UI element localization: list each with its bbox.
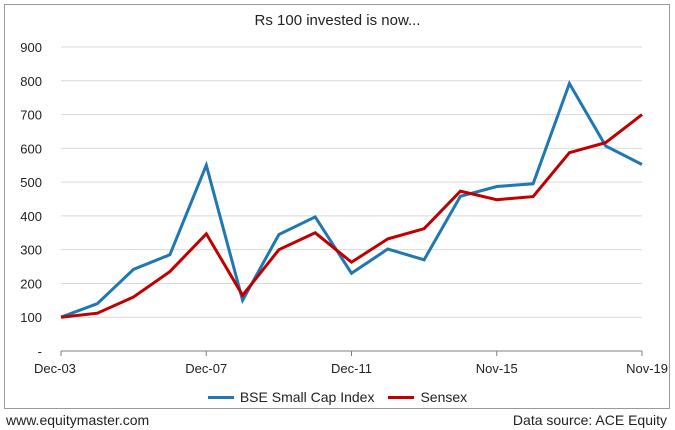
data-source-label: Data source: ACE Equity: [512, 412, 667, 428]
chart-frame: [4, 4, 670, 409]
y-tick-label: 600: [20, 141, 42, 156]
y-tick-label: 300: [20, 243, 42, 258]
legend-label-bse-small-cap: BSE Small Cap Index: [239, 389, 375, 405]
y-tick-label: 800: [20, 74, 42, 89]
x-tick-label: Nov-19: [626, 361, 668, 376]
legend-item-sensex: Sensex: [388, 389, 467, 405]
y-tick-label: 100: [20, 310, 42, 325]
y-tick-label: 900: [20, 40, 42, 55]
line-chart: - 100 200 300 400 500 600 700 800 900 Dec-03 Dec-07…: [20, 40, 668, 376]
legend-swatch-bse-small-cap: [207, 395, 234, 399]
x-tick-label: Dec-03: [34, 361, 76, 376]
website-label: www.equitymaster.com: [6, 412, 150, 428]
x-tick-label: Dec-11: [331, 361, 372, 376]
y-tick-label: -: [38, 344, 42, 359]
y-tick-label: 500: [20, 175, 42, 190]
legend-label-sensex: Sensex: [420, 389, 468, 405]
legend-item-bse-small-cap: BSE Small Cap Index: [207, 389, 375, 405]
chart-title: Rs 100 invested is now...: [254, 12, 421, 29]
y-tick-label: 400: [20, 209, 42, 224]
x-tick-label: Dec-07: [185, 361, 227, 376]
series-line-bse-small-cap-index: [60, 79, 643, 319]
y-tick-label: 700: [20, 108, 42, 123]
y-tick-label: 200: [20, 276, 42, 291]
x-tick-label: Nov-15: [476, 361, 518, 376]
chart-legend: BSE Small Cap Index Sensex: [0, 389, 675, 405]
legend-swatch-sensex: [388, 395, 415, 399]
footer: www.equitymaster.com Data source: ACE Eq…: [0, 411, 675, 430]
